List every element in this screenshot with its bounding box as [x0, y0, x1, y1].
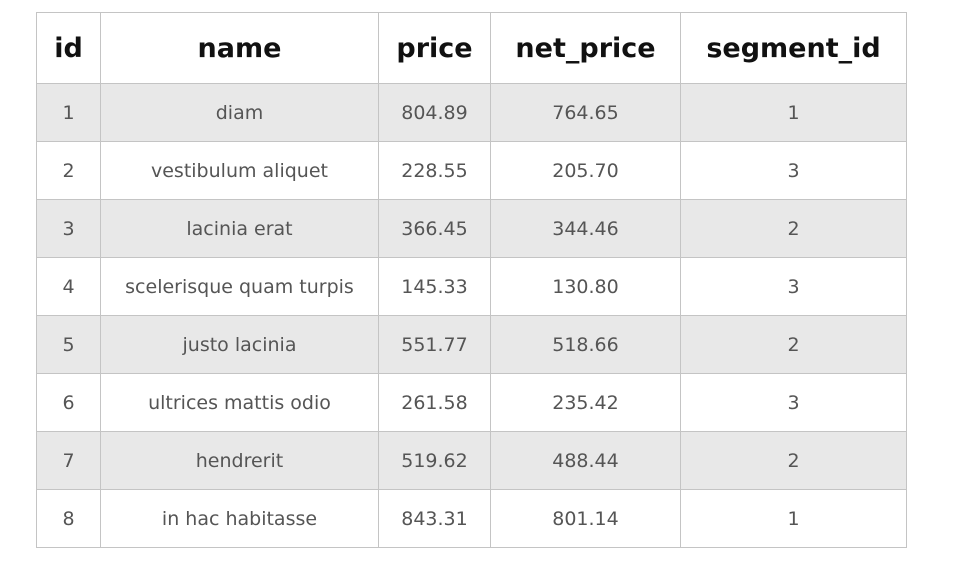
- cell-net-price: 488.44: [490, 431, 681, 490]
- table-row: 4 scelerisque quam turpis 145.33 130.80 …: [36, 257, 907, 316]
- cell-name: hendrerit: [100, 431, 379, 490]
- header-row: id name price net_price segment_id: [36, 12, 907, 84]
- cell-id: 1: [36, 83, 101, 142]
- cell-price: 366.45: [378, 199, 491, 258]
- cell-name: vestibulum aliquet: [100, 141, 379, 200]
- column-header-id: id: [36, 12, 101, 84]
- cell-net-price: 344.46: [490, 199, 681, 258]
- cell-net-price: 205.70: [490, 141, 681, 200]
- cell-segment-id: 1: [680, 83, 907, 142]
- cell-name: scelerisque quam turpis: [100, 257, 379, 316]
- cell-id: 6: [36, 373, 101, 432]
- table-row: 1 diam 804.89 764.65 1: [36, 83, 907, 142]
- table-header: id name price net_price segment_id: [36, 12, 907, 84]
- cell-price: 551.77: [378, 315, 491, 374]
- cell-id: 3: [36, 199, 101, 258]
- data-table: id name price net_price segment_id 1 dia…: [36, 12, 907, 548]
- column-header-name: name: [100, 12, 379, 84]
- cell-segment-id: 3: [680, 141, 907, 200]
- data-table-container: id name price net_price segment_id 1 dia…: [36, 12, 907, 548]
- cell-segment-id: 3: [680, 257, 907, 316]
- cell-segment-id: 2: [680, 315, 907, 374]
- cell-segment-id: 3: [680, 373, 907, 432]
- column-header-net-price: net_price: [490, 12, 681, 84]
- cell-price: 804.89: [378, 83, 491, 142]
- table-body: 1 diam 804.89 764.65 1 2 vestibulum aliq…: [36, 83, 907, 548]
- cell-price: 519.62: [378, 431, 491, 490]
- cell-name: justo lacinia: [100, 315, 379, 374]
- column-header-segment-id: segment_id: [680, 12, 907, 84]
- table-row: 8 in hac habitasse 843.31 801.14 1: [36, 489, 907, 548]
- table-row: 3 lacinia erat 366.45 344.46 2: [36, 199, 907, 258]
- table-row: 6 ultrices mattis odio 261.58 235.42 3: [36, 373, 907, 432]
- cell-id: 5: [36, 315, 101, 374]
- cell-net-price: 130.80: [490, 257, 681, 316]
- cell-segment-id: 1: [680, 489, 907, 548]
- cell-name: lacinia erat: [100, 199, 379, 258]
- cell-segment-id: 2: [680, 199, 907, 258]
- cell-name: in hac habitasse: [100, 489, 379, 548]
- cell-price: 145.33: [378, 257, 491, 316]
- cell-price: 261.58: [378, 373, 491, 432]
- cell-id: 7: [36, 431, 101, 490]
- cell-net-price: 518.66: [490, 315, 681, 374]
- cell-id: 2: [36, 141, 101, 200]
- table-row: 2 vestibulum aliquet 228.55 205.70 3: [36, 141, 907, 200]
- cell-net-price: 764.65: [490, 83, 681, 142]
- cell-price: 228.55: [378, 141, 491, 200]
- cell-name: ultrices mattis odio: [100, 373, 379, 432]
- cell-net-price: 801.14: [490, 489, 681, 548]
- cell-name: diam: [100, 83, 379, 142]
- table-row: 5 justo lacinia 551.77 518.66 2: [36, 315, 907, 374]
- table-row: 7 hendrerit 519.62 488.44 2: [36, 431, 907, 490]
- cell-net-price: 235.42: [490, 373, 681, 432]
- cell-id: 8: [36, 489, 101, 548]
- cell-price: 843.31: [378, 489, 491, 548]
- cell-id: 4: [36, 257, 101, 316]
- cell-segment-id: 2: [680, 431, 907, 490]
- column-header-price: price: [378, 12, 491, 84]
